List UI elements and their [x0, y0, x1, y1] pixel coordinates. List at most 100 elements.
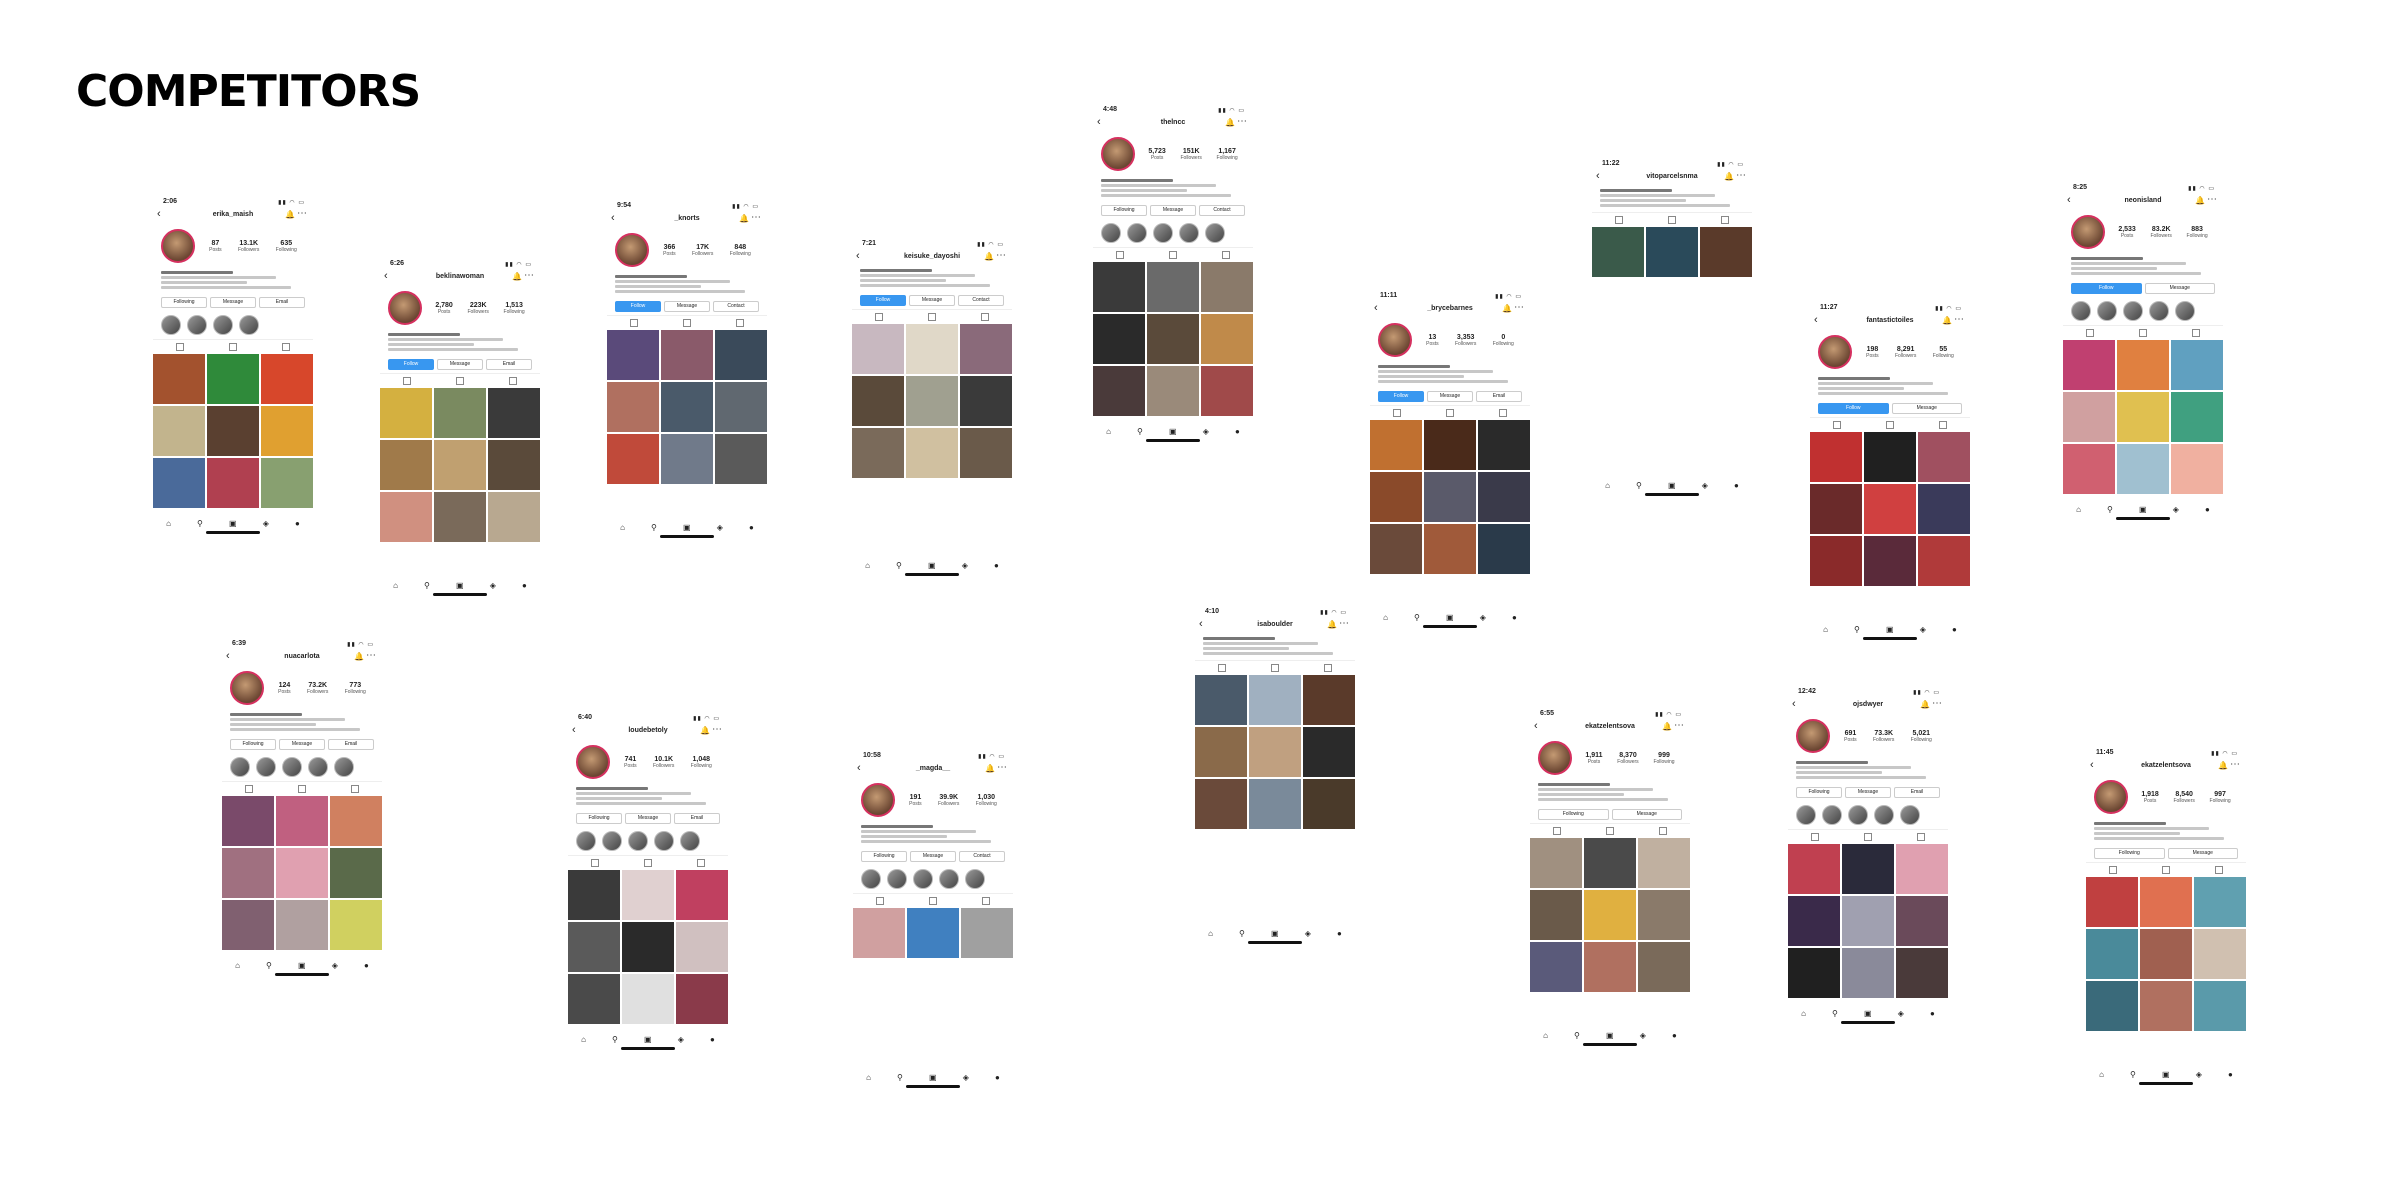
grid-photo[interactable]	[1788, 844, 1840, 894]
grid-photo[interactable]	[607, 382, 659, 432]
grid-photo[interactable]	[207, 406, 259, 456]
highlight-circle[interactable]	[1874, 805, 1894, 825]
grid-photo[interactable]	[1478, 420, 1530, 470]
grid-photo[interactable]	[907, 908, 959, 958]
grid-photo[interactable]	[607, 330, 659, 380]
grid-photo[interactable]	[2063, 340, 2115, 390]
grid-photo[interactable]	[276, 900, 328, 950]
stat-followers[interactable]: 8,540 Followers	[2173, 791, 2194, 804]
nav-icon[interactable]: ⌂	[1823, 625, 1828, 634]
nav-icon[interactable]: ●	[1952, 625, 1957, 634]
grid-photo[interactable]	[1584, 890, 1636, 940]
more-icon[interactable]: ⋯	[1237, 116, 1247, 127]
grid-photo[interactable]	[222, 796, 274, 846]
profile-button-email[interactable]: Email	[259, 297, 305, 308]
nav-icon[interactable]: ●	[710, 1035, 715, 1044]
avatar[interactable]	[1818, 335, 1852, 369]
profile-button-following[interactable]: Following	[1101, 205, 1147, 216]
tab-icon[interactable]	[244, 785, 253, 793]
nav-icon[interactable]: ⚲	[424, 581, 430, 590]
highlight-circle[interactable]	[2149, 301, 2169, 321]
grid-photo[interactable]	[1249, 727, 1301, 777]
grid-photo[interactable]	[380, 388, 432, 438]
nav-icon[interactable]: ⌂	[166, 519, 171, 528]
grid-photo[interactable]	[1918, 432, 1970, 482]
highlight-circle[interactable]	[1153, 223, 1173, 243]
highlight-circle[interactable]	[2175, 301, 2195, 321]
nav-icon[interactable]: ▣	[456, 581, 464, 590]
grid-photo[interactable]	[1584, 838, 1636, 888]
stat-followers[interactable]: 17K Followers	[692, 244, 713, 257]
tab-icon[interactable]	[1667, 216, 1676, 224]
tab-icon[interactable]	[1222, 251, 1231, 259]
grid-photo[interactable]	[2063, 392, 2115, 442]
avatar[interactable]	[230, 671, 264, 705]
tab-icon[interactable]	[643, 859, 652, 867]
highlight-circle[interactable]	[939, 869, 959, 889]
bell-icon[interactable]: 🔔	[984, 252, 994, 261]
grid-photo[interactable]	[2171, 340, 2223, 390]
profile-button-follow[interactable]: Follow	[615, 301, 661, 312]
back-icon[interactable]: ‹	[611, 212, 615, 224]
back-icon[interactable]: ‹	[1596, 170, 1600, 182]
nav-icon[interactable]: ⚲	[1832, 1009, 1838, 1018]
profile-button-email[interactable]: Email	[1476, 391, 1522, 402]
tab-icon[interactable]	[1270, 664, 1279, 672]
tab-icon[interactable]	[2085, 329, 2094, 337]
nav-icon[interactable]: ◈	[961, 561, 968, 570]
highlight-circle[interactable]	[1205, 223, 1225, 243]
grid-photo[interactable]	[1918, 536, 1970, 586]
grid-photo[interactable]	[153, 406, 205, 456]
highlight-circle[interactable]	[334, 757, 354, 777]
highlight-circle[interactable]	[654, 831, 674, 851]
profile-button-follow[interactable]: Follow	[1818, 403, 1889, 414]
grid-photo[interactable]	[380, 440, 432, 490]
grid-photo[interactable]	[1788, 896, 1840, 946]
nav-icon[interactable]: ⚲	[1414, 613, 1420, 622]
grid-photo[interactable]	[1638, 838, 1690, 888]
grid-photo[interactable]	[906, 376, 958, 426]
tab-icon[interactable]	[1939, 421, 1948, 429]
nav-icon[interactable]: ▣	[1271, 929, 1279, 938]
highlight-circle[interactable]	[1127, 223, 1147, 243]
grid-photo[interactable]	[1195, 779, 1247, 829]
tab-icon[interactable]	[2138, 329, 2147, 337]
grid-photo[interactable]	[434, 440, 486, 490]
stat-followers[interactable]: 8,291 Followers	[1895, 346, 1916, 359]
grid-photo[interactable]	[1584, 942, 1636, 992]
tab-icon[interactable]	[228, 343, 237, 351]
tab-icon[interactable]	[1217, 664, 1226, 672]
bell-icon[interactable]: 🔔	[1920, 700, 1930, 709]
grid-photo[interactable]	[1195, 675, 1247, 725]
grid-photo[interactable]	[1638, 942, 1690, 992]
highlight-circle[interactable]	[628, 831, 648, 851]
grid-photo[interactable]	[1424, 472, 1476, 522]
highlight-circle[interactable]	[576, 831, 596, 851]
grid-photo[interactable]	[661, 382, 713, 432]
nav-icon[interactable]: ▣	[298, 961, 306, 970]
grid-photo[interactable]	[622, 922, 674, 972]
stat-followers[interactable]: 39.9K Followers	[938, 794, 959, 807]
grid-photo[interactable]	[1478, 472, 1530, 522]
tab-icon[interactable]	[1552, 827, 1561, 835]
stat-posts[interactable]: 691 Posts	[1844, 730, 1857, 743]
grid-photo[interactable]	[222, 900, 274, 950]
grid-photo[interactable]	[2171, 392, 2223, 442]
grid-photo[interactable]	[276, 848, 328, 898]
back-icon[interactable]: ‹	[2090, 759, 2094, 771]
highlight-circle[interactable]	[161, 315, 181, 335]
grid-photo[interactable]	[852, 324, 904, 374]
tab-icon[interactable]	[1115, 251, 1124, 259]
nav-icon[interactable]: ⌂	[1208, 929, 1213, 938]
grid-photo[interactable]	[2086, 877, 2138, 927]
nav-icon[interactable]: ◈	[262, 519, 269, 528]
grid-photo[interactable]	[434, 492, 486, 542]
nav-icon[interactable]: ⚲	[612, 1035, 618, 1044]
profile-button-message[interactable]: Message	[1891, 403, 1962, 414]
tab-icon[interactable]	[981, 313, 990, 321]
more-icon[interactable]: ⋯	[1954, 314, 1964, 325]
nav-icon[interactable]: ●	[1734, 481, 1739, 490]
stat-posts[interactable]: 124 Posts	[278, 682, 291, 695]
grid-photo[interactable]	[1638, 890, 1690, 940]
nav-icon[interactable]: ◈	[962, 1073, 969, 1082]
